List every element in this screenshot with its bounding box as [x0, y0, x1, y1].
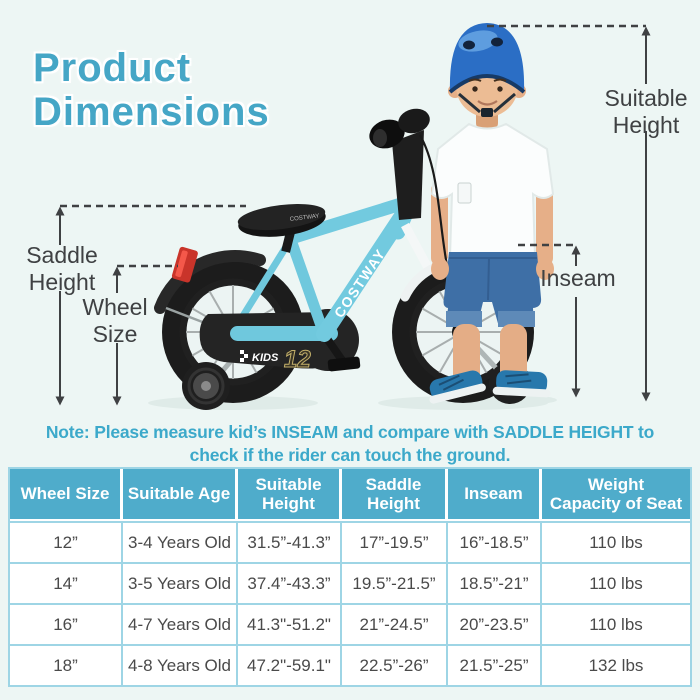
cell-inseam: 20”-23.5”: [448, 603, 542, 644]
cell-wheel-size: 16”: [10, 603, 123, 644]
inseam-label: Inseam: [540, 265, 616, 291]
cell-suitable-age: 3-4 Years Old: [123, 521, 238, 562]
page-title-line1: Product: [33, 46, 192, 90]
cell-suitable-height: 37.4”-43.3”: [238, 562, 342, 603]
table-row: 18” 4-8 Years Old 47.2"-59.1" 22.5”-26” …: [10, 644, 690, 685]
cell-saddle-height: 22.5”-26”: [342, 644, 448, 685]
sneaker-right: [492, 370, 551, 398]
col-header-wheel-size: Wheel Size: [10, 469, 123, 521]
saddle-brand-text: COSTWAY: [290, 213, 320, 223]
table-header-row: Wheel Size Suitable Age Suitable Height …: [10, 469, 690, 521]
cell-inseam: 21.5”-25”: [448, 644, 542, 685]
cell-saddle-height: 17”-19.5”: [342, 521, 448, 562]
cell-weight-capacity: 110 lbs: [542, 562, 690, 603]
cell-suitable-height: 47.2"-59.1": [238, 644, 342, 685]
wheel-size-label: Wheel Size: [82, 294, 148, 347]
cell-wheel-size: 18”: [10, 644, 123, 685]
cell-inseam: 16”-18.5”: [448, 521, 542, 562]
checker-flag-icon: [240, 350, 248, 362]
saddle-height-label: Saddle Height: [26, 242, 98, 295]
saddle: COSTWAY: [237, 203, 326, 253]
col-header-saddle-height: Saddle Height: [342, 469, 448, 521]
guard-size-text: 12: [284, 346, 311, 373]
cell-wheel-size: 14”: [10, 562, 123, 603]
table-row: 12” 3-4 Years Old 31.5”-41.3” 17”-19.5” …: [10, 521, 690, 562]
cell-suitable-height: 31.5”-41.3”: [238, 521, 342, 562]
col-header-suitable-height: Suitable Height: [238, 469, 342, 521]
boy-lower-body: [429, 252, 554, 404]
training-wheel-left: [182, 362, 230, 410]
guard-kids-text: KIDS: [252, 352, 279, 364]
note-text: Note: Please measure kid’s INSEAM and co…: [45, 422, 655, 466]
size-spec-table: Wheel Size Suitable Age Suitable Height …: [8, 467, 692, 687]
col-header-suitable-age: Suitable Age: [123, 469, 238, 521]
denim-shorts: [443, 252, 542, 327]
cell-suitable-age: 3-5 Years Old: [123, 562, 238, 603]
note-banner: Note: Please measure kid’s INSEAM and co…: [0, 421, 700, 467]
front-reflector: [457, 182, 472, 204]
boy-tshirt: [430, 122, 555, 263]
cell-suitable-height: 41.3"-51.2": [238, 603, 342, 644]
table-row: 14” 3-5 Years Old 37.4”-43.3” 19.5”-21.5…: [10, 562, 690, 603]
bike-photo-illustration: KIDS 12 COSTWAY: [55, 23, 651, 410]
page-title-line2: Dimensions: [33, 90, 270, 134]
helmet-icon: [448, 23, 526, 94]
cell-saddle-height: 19.5”-21.5”: [342, 562, 448, 603]
rear-fender: [154, 250, 266, 314]
suitable-height-label: Suitable Height: [604, 85, 688, 138]
sneaker-left: [429, 370, 486, 404]
pedal: [327, 356, 361, 372]
cell-weight-capacity: 132 lbs: [542, 644, 690, 685]
cell-weight-capacity: 110 lbs: [542, 521, 690, 562]
cell-inseam: 18.5”-21”: [448, 562, 542, 603]
measurement-arrows: [55, 24, 651, 406]
cell-suitable-age: 4-8 Years Old: [123, 644, 238, 685]
col-header-weight-capacity: Weight Capacity of Seat: [542, 469, 690, 521]
rear-reflector: [171, 246, 198, 283]
cell-saddle-height: 21”-24.5”: [342, 603, 448, 644]
frame-brand-text: COSTWAY: [331, 245, 389, 320]
table-row: 16” 4-7 Years Old 41.3"-51.2" 21”-24.5” …: [10, 603, 690, 644]
page-title: Product Dimensions: [33, 46, 270, 134]
boy-figure: [430, 23, 555, 266]
col-header-inseam: Inseam: [448, 469, 542, 521]
cell-wheel-size: 12”: [10, 521, 123, 562]
cell-suitable-age: 4-7 Years Old: [123, 603, 238, 644]
cell-weight-capacity: 110 lbs: [542, 603, 690, 644]
